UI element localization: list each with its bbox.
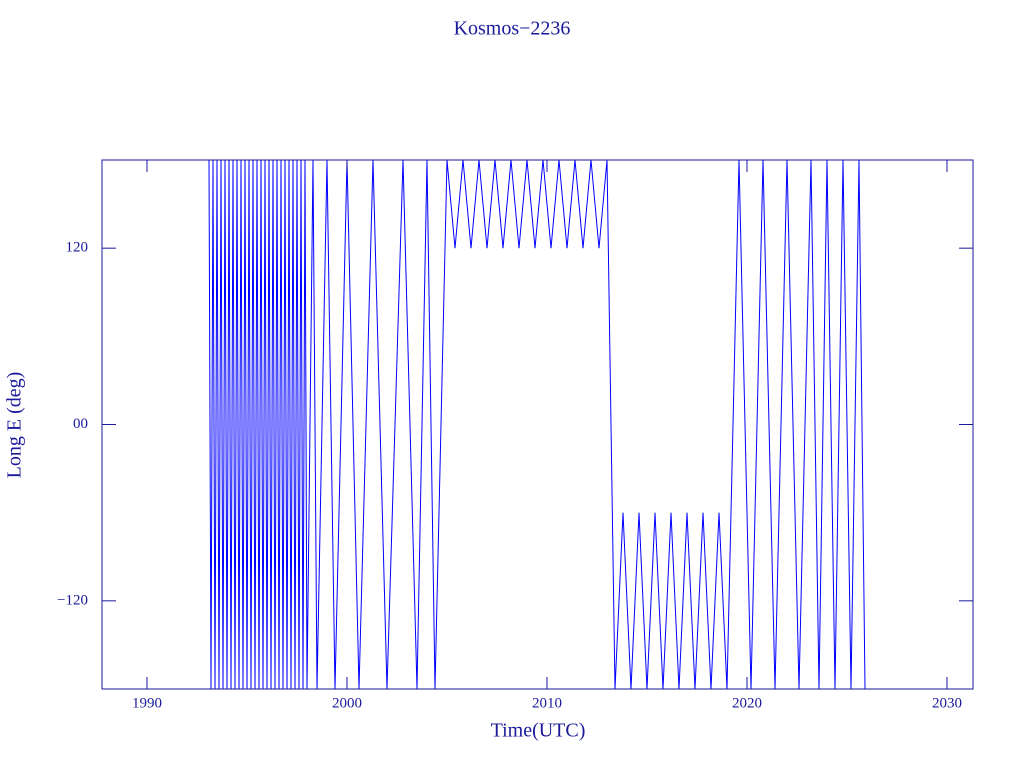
x-tick-label: 2030 xyxy=(932,695,962,711)
y-tick-label: 120 xyxy=(66,240,89,256)
chart-title: Kosmos−2236 xyxy=(454,18,571,40)
y-axis-label: Long E (deg) xyxy=(4,372,26,479)
x-tick-label: 2000 xyxy=(332,695,362,711)
x-axis-label: Time(UTC) xyxy=(491,720,586,742)
y-tick-label: 00 xyxy=(73,416,88,432)
x-tick-label: 1990 xyxy=(132,695,162,711)
x-tick-label: 2020 xyxy=(732,695,762,711)
y-tick-label: −120 xyxy=(57,592,88,608)
x-tick-label: 2010 xyxy=(532,695,562,711)
data-line xyxy=(208,159,866,690)
